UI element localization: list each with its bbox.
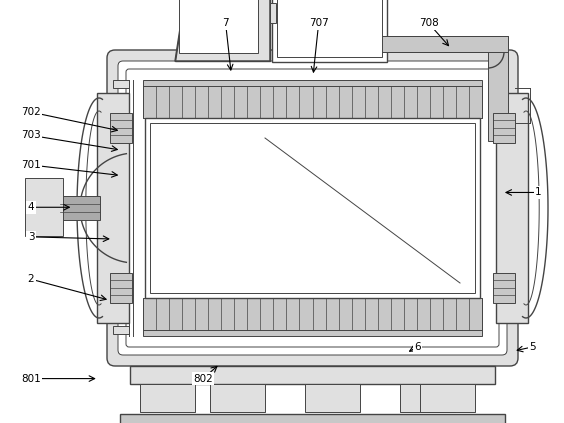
Bar bbox=[379, 36, 508, 52]
Text: 802: 802 bbox=[193, 374, 213, 384]
Bar bbox=[143, 80, 482, 118]
Text: 801: 801 bbox=[21, 374, 41, 384]
Text: 701: 701 bbox=[21, 160, 41, 170]
Bar bbox=[130, 366, 495, 384]
Bar bbox=[60, 196, 100, 220]
Bar bbox=[143, 298, 482, 336]
Text: 708: 708 bbox=[418, 18, 439, 28]
Bar bbox=[97, 93, 129, 323]
Bar bbox=[150, 123, 475, 293]
Text: 702: 702 bbox=[21, 107, 41, 117]
Bar bbox=[270, 3, 276, 23]
Bar bbox=[145, 118, 480, 298]
Bar bbox=[110, 113, 132, 143]
Text: 707: 707 bbox=[309, 18, 329, 28]
FancyBboxPatch shape bbox=[118, 61, 507, 355]
Bar bbox=[113, 80, 129, 88]
Bar bbox=[420, 384, 475, 412]
FancyBboxPatch shape bbox=[126, 69, 499, 347]
Text: 3: 3 bbox=[28, 232, 34, 242]
Bar bbox=[140, 384, 195, 412]
Bar bbox=[493, 273, 515, 303]
Text: 4: 4 bbox=[28, 202, 34, 212]
Text: 703: 703 bbox=[21, 130, 41, 140]
Bar bbox=[305, 384, 360, 412]
Text: 1: 1 bbox=[535, 187, 542, 198]
Bar bbox=[400, 384, 455, 412]
Bar bbox=[110, 273, 132, 303]
Bar bbox=[496, 93, 528, 323]
Bar bbox=[272, 0, 387, 62]
Bar bbox=[488, 36, 508, 141]
FancyBboxPatch shape bbox=[107, 50, 518, 366]
Bar bbox=[113, 326, 129, 334]
Text: 6: 6 bbox=[414, 342, 421, 352]
Text: 7: 7 bbox=[222, 18, 229, 28]
Bar bbox=[210, 384, 265, 412]
Bar bbox=[179, 0, 258, 53]
Bar bbox=[493, 113, 515, 143]
Text: 2: 2 bbox=[28, 274, 34, 284]
Bar bbox=[120, 414, 505, 423]
Bar bbox=[25, 178, 63, 236]
Polygon shape bbox=[175, 0, 270, 61]
Bar bbox=[277, 0, 382, 57]
Text: 5: 5 bbox=[530, 342, 536, 352]
